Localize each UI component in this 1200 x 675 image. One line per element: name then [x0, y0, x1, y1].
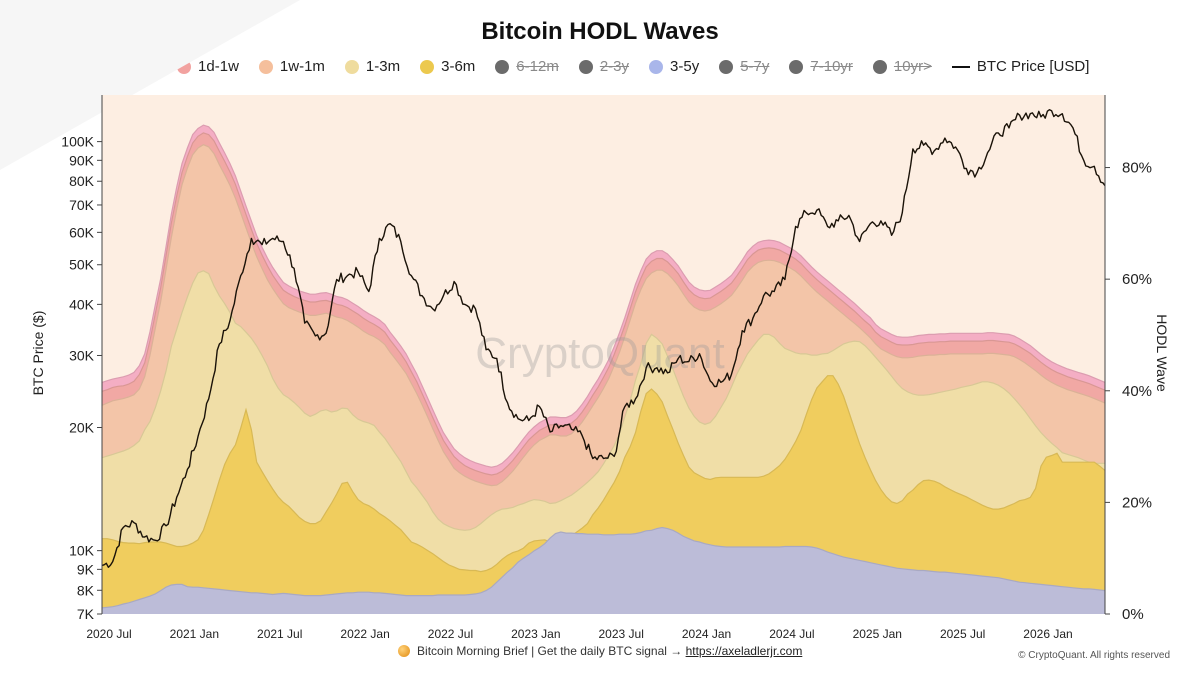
legend-color-swatch	[789, 59, 804, 74]
y-right-tick-label: 80%	[1122, 160, 1152, 177]
x-tick-label: 2025 Jan	[853, 627, 902, 641]
legend-item[interactable]: 10yr>	[872, 58, 932, 75]
area-edge--1d	[101, 124, 1106, 468]
legend-label: 2-3y	[599, 58, 630, 75]
legend-item[interactable]: 3-6m	[420, 58, 475, 75]
watermark-text: CryptoQuant	[475, 329, 724, 378]
legend-label: 7-10yr	[810, 58, 853, 75]
y-left-tick-label: 20K	[69, 420, 95, 436]
y-left-tick-label: 100K	[61, 134, 94, 150]
legend-color-swatch	[344, 59, 359, 74]
legend-label: 3-5y	[670, 58, 700, 75]
legend-item[interactable]: BTC Price [USD]	[951, 58, 1090, 75]
legend-label: 10yr>	[893, 58, 932, 75]
footer-link[interactable]: https://axeladlerjr.com	[685, 644, 803, 658]
legend-item[interactable]: 6-12m	[495, 58, 559, 75]
x-tick-label: 2022 Jul	[428, 627, 473, 641]
x-tick-label: 2023 Jul	[598, 627, 643, 641]
y-left-tick-label: 50K	[69, 257, 95, 273]
area-edge-1d-1w	[101, 132, 1106, 476]
legend-label: 3-6m	[441, 58, 476, 75]
y-left-tick-label: 9K	[77, 561, 95, 577]
y-right-tick-label: 40%	[1122, 383, 1152, 400]
legend-item[interactable]: 1-3m	[344, 58, 401, 75]
x-tick-label: 2026 Jan	[1023, 627, 1072, 641]
legend-label: BTC Price [USD]	[976, 58, 1090, 75]
y-left-tick-label: 30K	[69, 347, 95, 363]
legend-item[interactable]: 2-3y	[578, 58, 630, 75]
legend-item[interactable]: 3-5y	[649, 58, 699, 75]
y-left-tick-label: 90K	[69, 152, 95, 168]
x-tick-label: 2021 Jan	[170, 627, 219, 641]
footer-banner: Bitcoin Morning Brief | Get the daily BT…	[0, 644, 1200, 658]
area-edge-3-6m	[102, 375, 1106, 573]
legend-color-swatch	[649, 59, 664, 74]
btc-price-line	[101, 109, 1106, 568]
footer-text: Bitcoin Morning Brief | Get the daily BT…	[417, 644, 686, 658]
y-right-tick-label: 0%	[1122, 606, 1144, 623]
chart-title: Bitcoin HODL Waves	[481, 18, 719, 45]
x-tick-label: 2021 Jul	[257, 627, 302, 641]
legend-item[interactable]: 1w-1m	[258, 58, 325, 75]
y-left-tick-label: 60K	[69, 224, 95, 240]
area-3-6m	[102, 375, 1105, 614]
y-left-tick-label: 80K	[69, 173, 95, 189]
legend-label: 6-12m	[516, 58, 559, 75]
x-tick-label: 2024 Jul	[769, 627, 814, 641]
x-tick-label: 2025 Jul	[940, 627, 985, 641]
y-left-tick-label: 40K	[69, 296, 95, 312]
area-edge-1-3m	[101, 270, 1105, 531]
area-edge-3-5y	[101, 526, 1106, 609]
legend-line-swatch	[951, 65, 970, 68]
y-left-tick-label: 70K	[69, 197, 95, 213]
area-edge-1w-1m	[101, 144, 1106, 487]
legend-color-swatch	[719, 59, 734, 74]
y-left-tick-label: 7K	[77, 606, 95, 622]
legend-label: 1-3m	[365, 58, 401, 75]
y-right-tick-label: 20%	[1122, 494, 1152, 511]
area-3-5y	[102, 527, 1105, 614]
y-left-tick-label: 8K	[77, 582, 95, 598]
legend-color-swatch	[258, 59, 273, 74]
legend-color-swatch	[578, 59, 593, 74]
legend-label: 1d-1w	[198, 58, 239, 75]
x-tick-label: 2023 Jan	[511, 627, 560, 641]
y-right-tick-label: 60%	[1122, 271, 1152, 288]
x-tick-label: 2022 Jan	[340, 627, 389, 641]
legend-label: 5-7y	[740, 58, 770, 75]
corner-decoration	[0, 0, 300, 170]
legend-item[interactable]: 7-10yr	[789, 58, 853, 75]
y-left-tick-label: 10K	[69, 543, 95, 559]
bitcoin-coin-icon	[397, 645, 410, 657]
legend-label: 1w-1m	[279, 58, 325, 75]
x-tick-label: 2024 Jan	[682, 627, 731, 641]
legend-color-swatch	[872, 59, 887, 74]
legend-color-swatch	[495, 59, 510, 74]
legend-item[interactable]: 5-7y	[719, 58, 769, 75]
legend-color-swatch	[420, 59, 435, 74]
x-tick-label: 2020 Jul	[86, 627, 131, 641]
copyright-notice: © CryptoQuant. All rights reserved	[1018, 650, 1170, 661]
